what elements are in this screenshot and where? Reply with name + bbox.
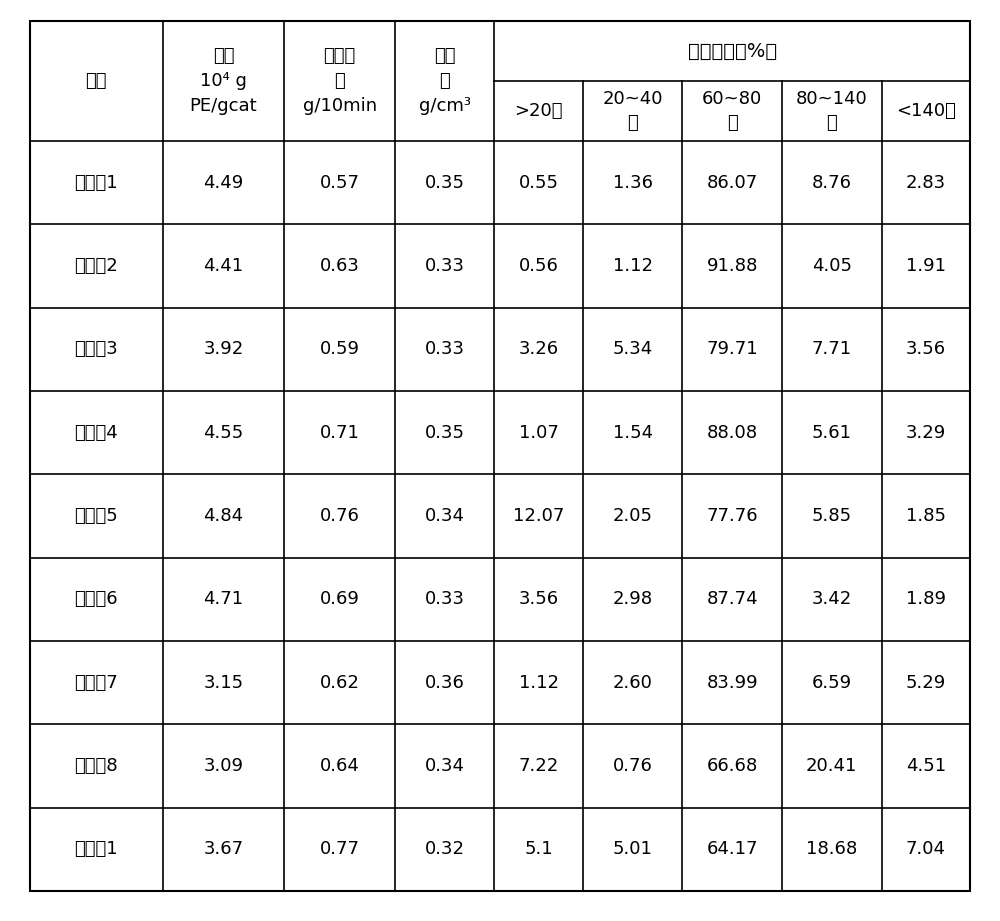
Text: 6.59: 6.59 <box>812 673 852 692</box>
Text: 5.61: 5.61 <box>812 424 852 442</box>
Text: 0.33: 0.33 <box>425 590 465 609</box>
Text: 3.26: 3.26 <box>519 341 559 358</box>
Text: 编号: 编号 <box>86 72 107 90</box>
Text: 1.12: 1.12 <box>519 673 559 692</box>
Text: 0.77: 0.77 <box>320 840 360 858</box>
Text: 实施例5: 实施例5 <box>74 507 118 525</box>
Text: 0.33: 0.33 <box>425 257 465 275</box>
Text: 60~80
目: 60~80 目 <box>702 90 762 132</box>
Text: 实施例6: 实施例6 <box>75 590 118 609</box>
Text: 7.04: 7.04 <box>906 840 946 858</box>
Text: 0.34: 0.34 <box>425 757 465 775</box>
Text: 87.74: 87.74 <box>706 590 758 609</box>
Text: 3.09: 3.09 <box>204 757 244 775</box>
Text: 0.33: 0.33 <box>425 341 465 358</box>
Text: 77.76: 77.76 <box>706 507 758 525</box>
Text: <140目: <140目 <box>896 102 956 120</box>
Text: 0.59: 0.59 <box>320 341 360 358</box>
Text: 堆密
度
g/cm³: 堆密 度 g/cm³ <box>419 47 471 115</box>
Text: 83.99: 83.99 <box>706 673 758 692</box>
Text: 0.62: 0.62 <box>320 673 360 692</box>
Text: 86.07: 86.07 <box>707 174 758 192</box>
Text: 实施例4: 实施例4 <box>74 424 118 442</box>
Text: 5.01: 5.01 <box>613 840 653 858</box>
Text: 7.71: 7.71 <box>812 341 852 358</box>
Text: 4.55: 4.55 <box>203 424 244 442</box>
Text: 4.05: 4.05 <box>812 257 852 275</box>
Text: 80~140
目: 80~140 目 <box>796 90 868 132</box>
Text: 18.68: 18.68 <box>806 840 857 858</box>
Text: 66.68: 66.68 <box>707 757 758 775</box>
Text: 4.71: 4.71 <box>203 590 244 609</box>
Text: 对比例1: 对比例1 <box>75 840 118 858</box>
Text: 3.67: 3.67 <box>203 840 244 858</box>
Text: 活性
10⁴ g
PE/gcat: 活性 10⁴ g PE/gcat <box>190 47 257 115</box>
Text: 实施例2: 实施例2 <box>74 257 118 275</box>
Text: 5.29: 5.29 <box>906 673 946 692</box>
Text: 0.34: 0.34 <box>425 507 465 525</box>
Text: 20.41: 20.41 <box>806 757 857 775</box>
Text: 5.1: 5.1 <box>524 840 553 858</box>
Text: 0.76: 0.76 <box>613 757 653 775</box>
Text: 5.34: 5.34 <box>613 341 653 358</box>
Text: 2.60: 2.60 <box>613 673 653 692</box>
Text: 8.76: 8.76 <box>812 174 852 192</box>
Text: 3.15: 3.15 <box>203 673 244 692</box>
Text: 12.07: 12.07 <box>513 507 564 525</box>
Text: 0.71: 0.71 <box>320 424 360 442</box>
Text: 1.07: 1.07 <box>519 424 559 442</box>
Text: 2.83: 2.83 <box>906 174 946 192</box>
Text: 1.54: 1.54 <box>613 424 653 442</box>
Text: 0.55: 0.55 <box>519 174 559 192</box>
Text: 0.76: 0.76 <box>320 507 360 525</box>
Text: 5.85: 5.85 <box>812 507 852 525</box>
Text: 4.49: 4.49 <box>203 174 244 192</box>
Text: 3.29: 3.29 <box>906 424 946 442</box>
Text: 7.22: 7.22 <box>519 757 559 775</box>
Text: >20目: >20目 <box>514 102 563 120</box>
Text: 0.36: 0.36 <box>425 673 465 692</box>
Text: 0.64: 0.64 <box>320 757 360 775</box>
Text: 0.35: 0.35 <box>425 424 465 442</box>
Text: 2.98: 2.98 <box>613 590 653 609</box>
Text: 实施例1: 实施例1 <box>75 174 118 192</box>
Text: 3.56: 3.56 <box>906 341 946 358</box>
Text: 实施例8: 实施例8 <box>75 757 118 775</box>
Text: 88.08: 88.08 <box>707 424 758 442</box>
Text: 实施例3: 实施例3 <box>74 341 118 358</box>
Text: 1.36: 1.36 <box>613 174 653 192</box>
Text: 4.41: 4.41 <box>203 257 244 275</box>
Text: 0.32: 0.32 <box>425 840 465 858</box>
Text: 1.89: 1.89 <box>906 590 946 609</box>
Text: 20~40
目: 20~40 目 <box>602 90 663 132</box>
Text: 0.63: 0.63 <box>320 257 360 275</box>
Text: 熔融指
数
g/10min: 熔融指 数 g/10min <box>303 47 377 115</box>
Text: 3.42: 3.42 <box>812 590 852 609</box>
Text: 1.85: 1.85 <box>906 507 946 525</box>
Text: 4.84: 4.84 <box>203 507 244 525</box>
Text: 0.56: 0.56 <box>519 257 559 275</box>
Text: 0.69: 0.69 <box>320 590 360 609</box>
Text: 79.71: 79.71 <box>706 341 758 358</box>
Text: 1.12: 1.12 <box>613 257 653 275</box>
Text: 0.57: 0.57 <box>320 174 360 192</box>
Text: 91.88: 91.88 <box>707 257 758 275</box>
Text: 粒度分布（%）: 粒度分布（%） <box>688 41 777 61</box>
Text: 2.05: 2.05 <box>613 507 653 525</box>
Text: 0.35: 0.35 <box>425 174 465 192</box>
Text: 64.17: 64.17 <box>706 840 758 858</box>
Text: 实施例7: 实施例7 <box>74 673 118 692</box>
Text: 3.92: 3.92 <box>203 341 244 358</box>
Text: 3.56: 3.56 <box>519 590 559 609</box>
Text: 1.91: 1.91 <box>906 257 946 275</box>
Text: 4.51: 4.51 <box>906 757 946 775</box>
